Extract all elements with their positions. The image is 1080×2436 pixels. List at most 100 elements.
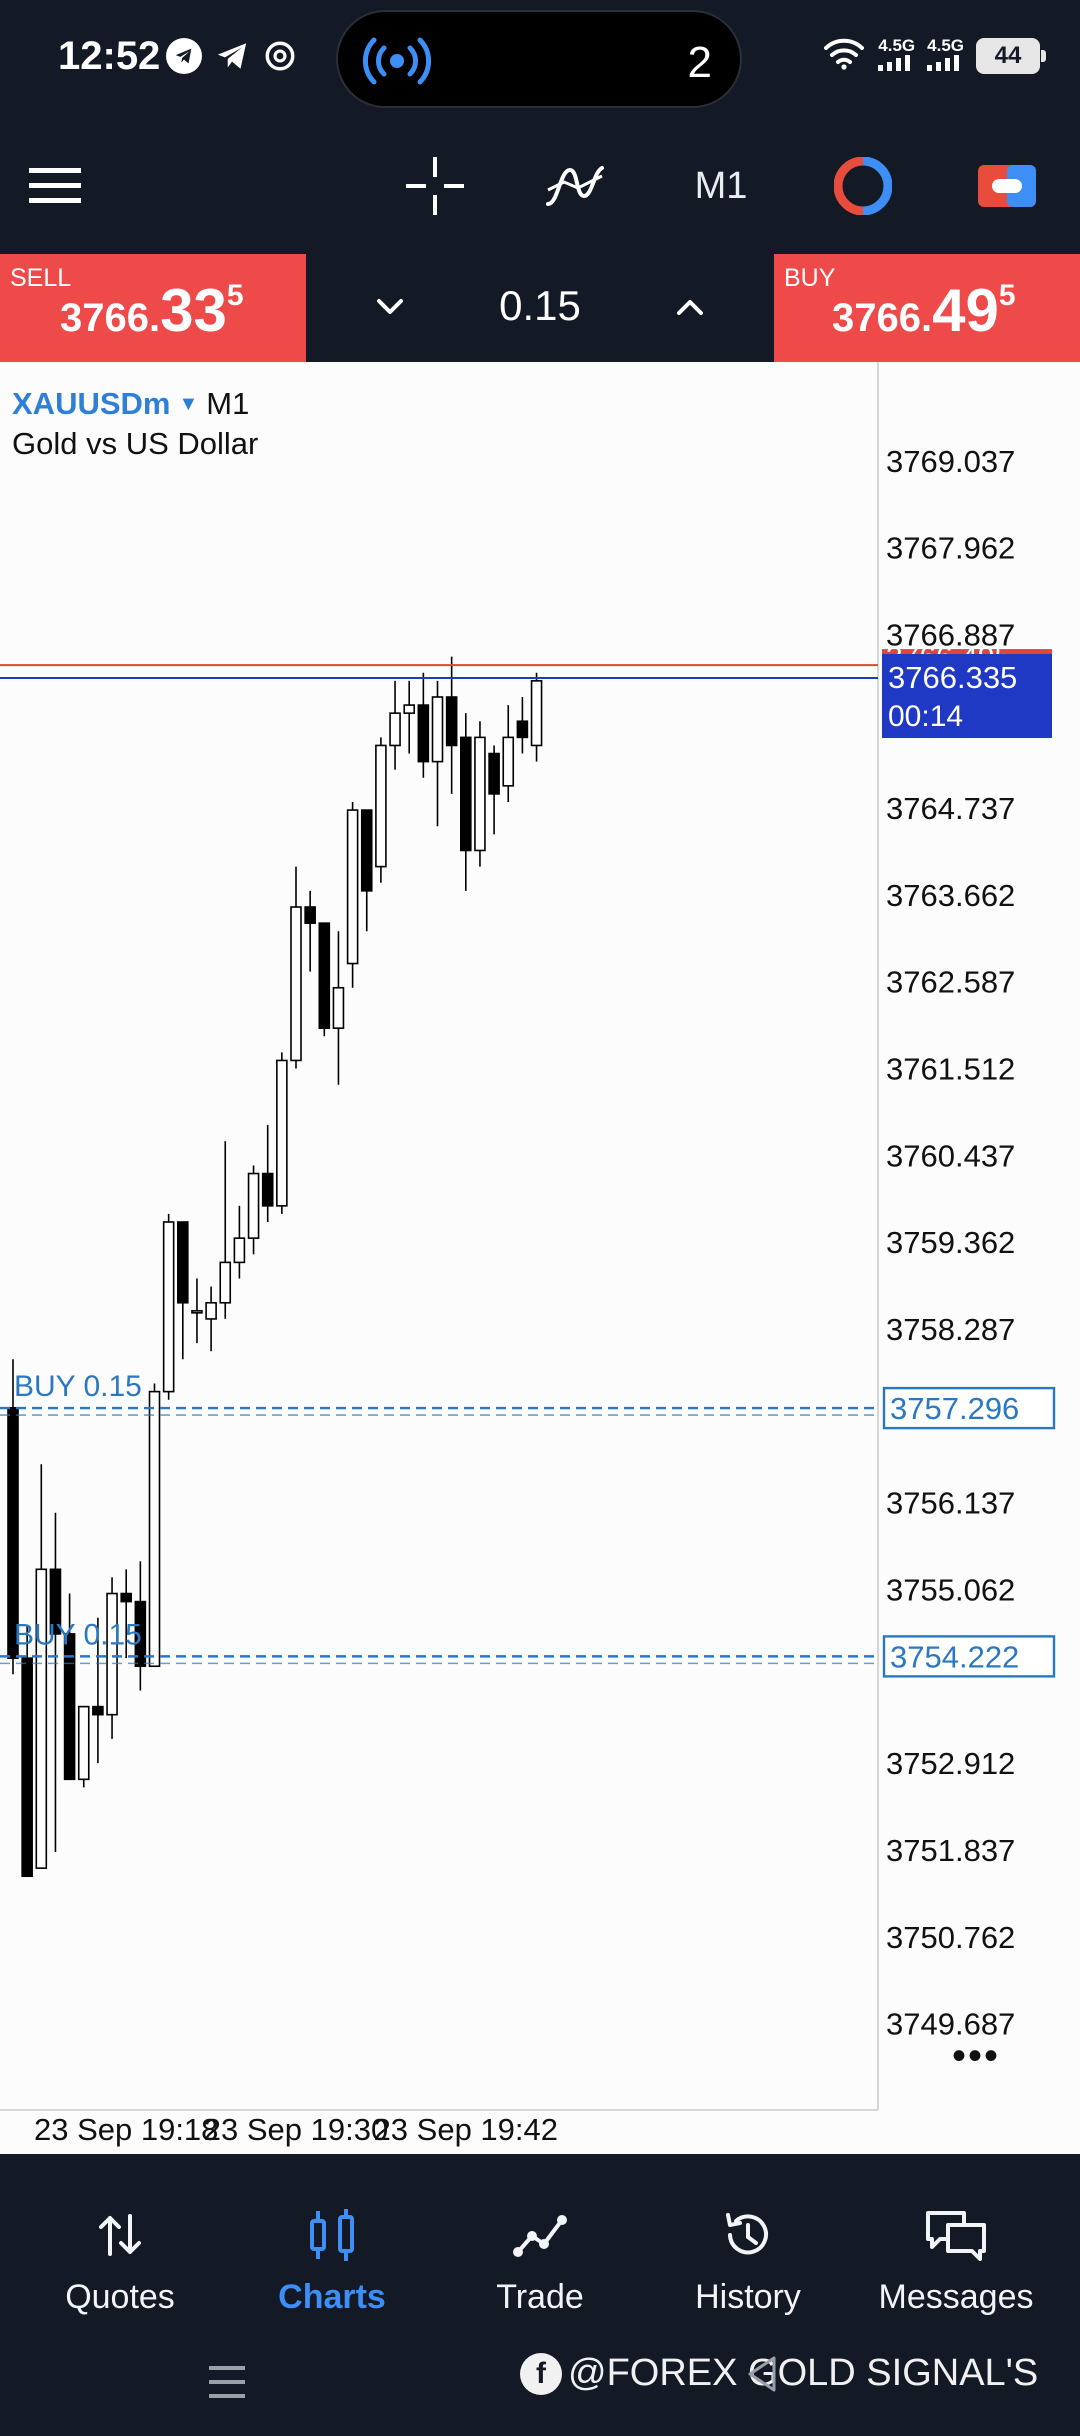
candle-body [134,1600,147,1668]
candle-body [261,1172,274,1207]
sell-label: SELL [10,264,72,292]
send-icon [214,38,250,74]
candle-body [375,744,387,868]
candle-body [389,712,401,747]
buy-label: BUY [784,264,836,292]
nav-messages[interactable]: Messages [856,2202,1056,2317]
candle-body [148,1390,161,1668]
one-click-trade-bar: SELL 3766.335 0.15 BUY 3766.495 [0,252,1080,362]
candle-body [205,1301,217,1320]
crosshair-button[interactable] [400,148,470,224]
history-icon [648,2202,848,2268]
price-tick-label: 3769.037 [886,444,1015,479]
nav-label: Messages [878,2278,1034,2316]
more-options-icon[interactable]: ••• [952,2034,1001,2078]
network-indicator-1: 4.5G [878,36,915,75]
nav-quotes[interactable]: Quotes [20,2202,220,2317]
nav-label: Trade [496,2278,584,2316]
symbol-description: Gold vs US Dollar [12,426,259,461]
charts-icon [232,2202,432,2268]
chart-toolbar: M1 [0,120,1080,252]
price-tick-label: 3761.512 [886,1052,1015,1087]
telegram-icon [166,38,202,74]
price-tick-label: 3764.737 [886,791,1015,826]
price-chart[interactable]: 3769.037 3767.962 3766.887 3764.737 3763.662… [0,362,1080,2154]
lot-size-input[interactable]: 0.15 [499,282,581,329]
symbol-header[interactable]: XAUUSDm ▼ M1 [12,386,249,422]
candle-body [474,736,486,852]
chart-canvas[interactable]: 3769.037 3767.962 3766.887 3764.737 3763.662… [0,362,1080,2154]
price-tick-label: 3767.962 [886,531,1015,566]
nav-trade[interactable]: Trade [440,2202,640,2317]
position-label: BUY 0.15 [14,1370,142,1403]
indicators-icon [546,166,604,206]
sell-button[interactable]: SELL 3766.335 [0,254,306,362]
lot-increase-button[interactable] [660,282,720,332]
nav-label: Charts [278,2278,386,2316]
broadcast-icon [362,34,432,88]
trade-icon [440,2202,640,2268]
candle-body [516,720,529,739]
nav-label: History [695,2278,801,2316]
watermark: f @FOREX GOLD SIGNAL'S [520,2352,1038,2395]
candle-body [21,1657,33,1878]
timeframe-button[interactable]: M1 [694,164,748,207]
status-right: 4.5G 4.5G 44 [822,36,1046,75]
position-price-box [882,1635,1056,1678]
chevron-up-icon [677,300,703,315]
objects-icon [834,157,892,215]
candle-body [346,809,359,965]
price-tick-label: 3752.912 [886,1746,1015,1781]
wifi-icon [822,36,866,75]
candle-body [177,1221,189,1304]
system-menu-icon[interactable] [205,2362,251,2402]
sell-price: 3766.335 [60,277,244,344]
price-tick-label: 3762.587 [886,965,1015,1000]
system-back-icon[interactable] [744,2354,780,2394]
hamburger-icon [29,168,81,203]
position-price-label: 3754.222 [890,1639,1019,1674]
price-tick-label: 3759.362 [886,1225,1015,1260]
symbol-dropdown-icon[interactable]: ▼ [178,393,199,415]
candle-body [219,1261,232,1304]
menu-button[interactable] [22,148,88,224]
buy-price: 3766.495 [832,277,1016,344]
one-click-trade-icon [978,165,1036,207]
status-time: 12:52 [58,34,161,78]
candle-body [431,696,444,763]
status-app-icons [166,38,298,74]
dynamic-island[interactable]: 2 [336,10,742,108]
indicators-button[interactable] [540,148,610,224]
price-tick-label: 3763.662 [886,878,1015,913]
candle-body [35,1568,48,1869]
price-tick-label: 3758.287 [886,1312,1015,1347]
candle-body [247,1172,260,1239]
one-click-trade-button[interactable] [972,148,1042,224]
nav-charts[interactable]: Charts [232,2202,432,2317]
bid-timer-label: 00:14 [888,700,963,733]
bid-price-label: 3766.335 [888,660,1017,695]
lot-decrease-button[interactable] [360,282,420,332]
quotes-icon [20,2202,220,2268]
buy-button[interactable]: BUY 3766.495 [774,254,1080,362]
island-count: 2 [687,38,712,87]
candle-body [77,1705,90,1781]
candle-body [403,704,416,714]
candle-body [63,1633,76,1781]
bid-price-label-bg [882,654,1052,739]
objects-button[interactable] [828,148,898,224]
candle-body [92,1705,104,1716]
symbol-timeframe: M1 [206,386,250,421]
candle-body [318,922,331,1029]
position-price-box [882,1386,1056,1430]
candle-body [120,1592,132,1603]
nav-history[interactable]: History [648,2202,848,2317]
time-tick-label: 23 Sep 19:42 [374,2112,558,2147]
price-tick-label: 3760.437 [886,1138,1015,1173]
price-tick-label: 3749.687 [886,2007,1015,2042]
position-price-label: 3757.296 [890,1391,1019,1426]
candle-body [502,736,515,787]
symbol-name[interactable]: XAUUSDm [12,386,171,421]
threads-icon [262,38,298,74]
battery-indicator: 44 [976,37,1046,74]
